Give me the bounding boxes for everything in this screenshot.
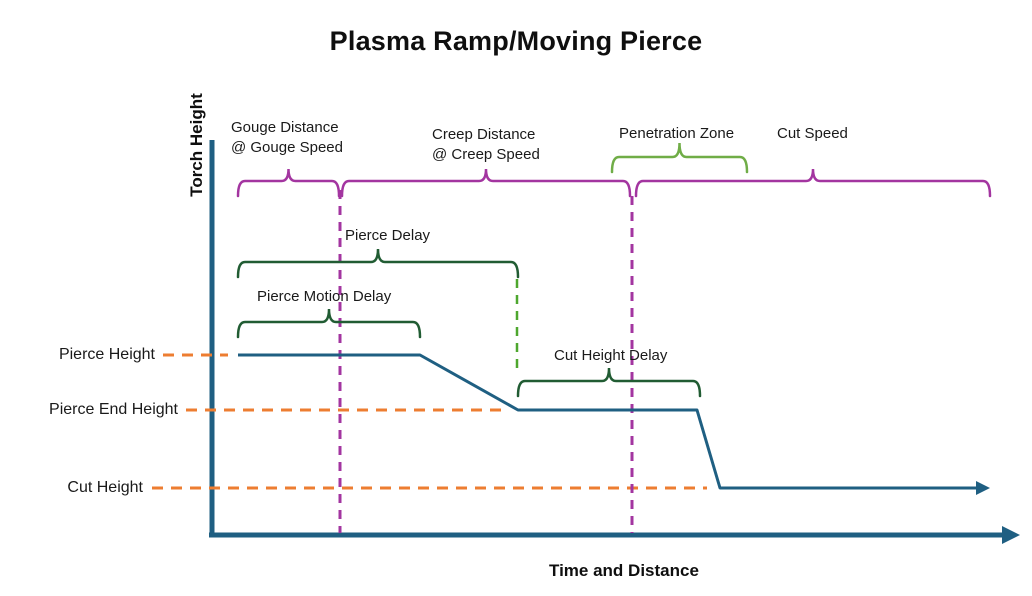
cut-height-delay-label: Cut Height Delay bbox=[554, 347, 668, 364]
torch-height-profile bbox=[238, 353, 978, 490]
cut-height-delay-brace bbox=[516, 367, 702, 398]
page-title: Plasma Ramp/Moving Pierce bbox=[329, 26, 703, 56]
creep-distance-brace bbox=[340, 168, 632, 198]
pierce-delay-brace bbox=[236, 248, 520, 279]
pierce-delay-label: Pierce Delay bbox=[345, 227, 431, 244]
pierce-height-label: Pierce Height bbox=[58, 346, 155, 363]
profile-arrow bbox=[976, 481, 990, 495]
cut-speed-brace bbox=[634, 168, 992, 198]
pierce-motion-delay-label: Pierce Motion Delay bbox=[257, 288, 392, 305]
gouge-distance-label-line2: @ Gouge Speed bbox=[231, 139, 343, 156]
y-axis-label: Torch Height bbox=[187, 93, 206, 197]
x-axis-arrow bbox=[1002, 526, 1020, 544]
pierce-end-height-label: Pierce End Height bbox=[49, 401, 178, 418]
x-axis-label: Time and Distance bbox=[549, 561, 699, 580]
pierce-motion-delay-brace bbox=[236, 308, 422, 339]
cut-height-label: Cut Height bbox=[67, 479, 143, 496]
gouge-distance-brace bbox=[236, 168, 341, 198]
creep-distance-label-line1: Creep Distance bbox=[432, 126, 536, 143]
creep-distance-label: Creep Distance @ Creep Speed bbox=[432, 125, 540, 165]
penetration-zone-label: Penetration Zone bbox=[619, 125, 735, 142]
creep-distance-label-line2: @ Creep Speed bbox=[432, 146, 540, 163]
gouge-distance-label-line1: Gouge Distance bbox=[231, 119, 339, 136]
cut-speed-label: Cut Speed bbox=[777, 125, 848, 142]
penetration-zone-brace bbox=[610, 142, 749, 174]
gouge-distance-label: Gouge Distance @ Gouge Speed bbox=[231, 118, 343, 158]
